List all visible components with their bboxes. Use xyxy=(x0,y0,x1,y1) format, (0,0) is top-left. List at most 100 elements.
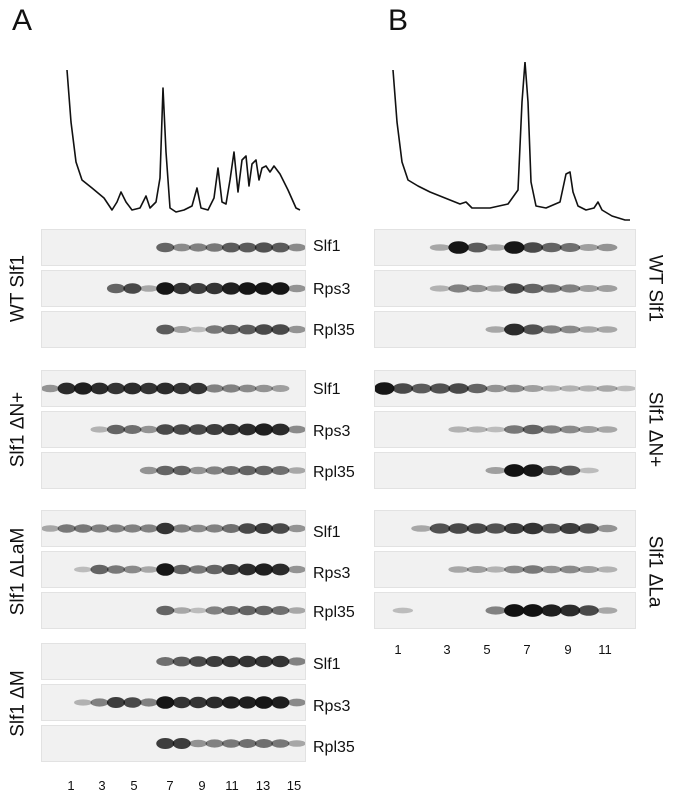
blot-bands xyxy=(448,565,618,574)
blot-b-wt-slf1 xyxy=(374,229,636,266)
blot-band xyxy=(57,382,76,395)
blot-band xyxy=(221,423,241,436)
group-label-b-wt: WT Slf1 xyxy=(644,254,666,323)
blot-band xyxy=(578,523,599,534)
blot-band xyxy=(448,566,469,573)
blot-band xyxy=(189,607,208,614)
blot-band xyxy=(411,383,432,394)
lane-number: 3 xyxy=(98,778,106,793)
blot-band xyxy=(172,465,191,476)
blot-band xyxy=(287,698,305,707)
blot-b-dn-rps3 xyxy=(374,411,636,448)
blot-a-dm-rpl35 xyxy=(41,725,306,762)
blot-band xyxy=(254,523,273,534)
blot-band xyxy=(205,564,224,575)
blot-band xyxy=(541,284,562,293)
blot-bands xyxy=(156,655,305,668)
blot-band xyxy=(156,282,175,295)
blot-band xyxy=(221,466,241,475)
blot-band xyxy=(541,242,562,253)
blot-band xyxy=(156,738,175,749)
blot-band xyxy=(221,384,241,393)
protein-label: Slf1 xyxy=(313,656,341,673)
blot-band xyxy=(238,282,257,295)
blot-band xyxy=(189,656,208,667)
blot-bands xyxy=(139,465,305,476)
protein-label: Slf1 xyxy=(313,524,341,541)
lane-number: 5 xyxy=(483,642,491,657)
blot-band xyxy=(139,566,158,573)
blot-band xyxy=(254,324,273,335)
protein-label: Rpl35 xyxy=(313,464,355,481)
blot-band xyxy=(522,424,544,435)
blot-band xyxy=(189,739,208,748)
panel-letter-a: A xyxy=(12,4,33,37)
blot-band xyxy=(578,467,599,474)
lane-number: 9 xyxy=(198,778,206,793)
blot-band xyxy=(578,326,599,333)
blot-band xyxy=(541,385,562,392)
blot-bands xyxy=(485,323,618,336)
blot-band xyxy=(156,242,175,253)
blot-band xyxy=(615,385,635,392)
blot-band xyxy=(271,242,290,253)
protein-label: Rps3 xyxy=(313,698,351,715)
blot-bands xyxy=(485,464,599,477)
blot-band xyxy=(254,696,273,709)
lane-number: 9 xyxy=(564,642,572,657)
blot-band xyxy=(189,382,208,395)
blot-a-wt-rpl35 xyxy=(41,311,306,348)
blot-band xyxy=(238,655,257,668)
lane-number: 1 xyxy=(67,778,75,793)
blot-band xyxy=(411,525,432,532)
lane-number: 11 xyxy=(225,778,239,793)
blot-band xyxy=(90,524,109,533)
blot-band xyxy=(271,563,290,576)
lane-number: 13 xyxy=(255,778,271,793)
blot-band xyxy=(485,426,506,433)
blot-band xyxy=(139,285,158,292)
blot-bands xyxy=(375,382,635,395)
blot-band xyxy=(254,739,273,748)
lane-number: 1 xyxy=(394,642,402,657)
blot-band xyxy=(504,464,525,477)
blot-a-dm-slf1 xyxy=(41,643,306,680)
blot-band xyxy=(123,283,142,294)
blot-band xyxy=(485,326,506,333)
blot-band xyxy=(254,384,273,393)
blot-band xyxy=(448,523,469,534)
blot-band xyxy=(90,698,109,707)
blot-a-dlam-rps3 xyxy=(41,551,306,588)
group-label-a-dlam: Slf1 ΔLaM xyxy=(7,527,29,616)
blot-bands xyxy=(156,242,305,253)
blot-band xyxy=(504,565,525,574)
blot-band xyxy=(466,284,488,293)
blot-band xyxy=(189,565,208,574)
blot-band xyxy=(106,424,126,435)
blot-band xyxy=(254,563,273,576)
protein-label: Slf1 xyxy=(313,381,341,398)
blot-a-wt-rps3 xyxy=(41,270,306,307)
blot-band xyxy=(271,385,290,392)
blot-bands xyxy=(42,522,305,535)
blot-band xyxy=(156,522,175,535)
blot-band xyxy=(287,467,305,474)
blot-a-dn-slf1 xyxy=(41,370,306,407)
blot-band xyxy=(172,282,191,295)
blot-band xyxy=(221,606,241,615)
blot-band xyxy=(221,324,241,335)
blot-band xyxy=(466,242,488,253)
blot-band xyxy=(596,607,618,614)
blot-a-dn-rpl35 xyxy=(41,452,306,489)
blot-band xyxy=(156,563,175,576)
blot-bands xyxy=(156,738,305,749)
blot-band xyxy=(522,242,544,253)
blot-band xyxy=(74,382,93,395)
blot-band xyxy=(172,524,191,533)
blot-bands xyxy=(90,423,305,436)
blot-band xyxy=(522,324,544,335)
lane-number: 11 xyxy=(598,642,612,657)
blot-band xyxy=(485,285,506,292)
blot-band xyxy=(238,242,257,253)
blot-band xyxy=(172,326,191,333)
